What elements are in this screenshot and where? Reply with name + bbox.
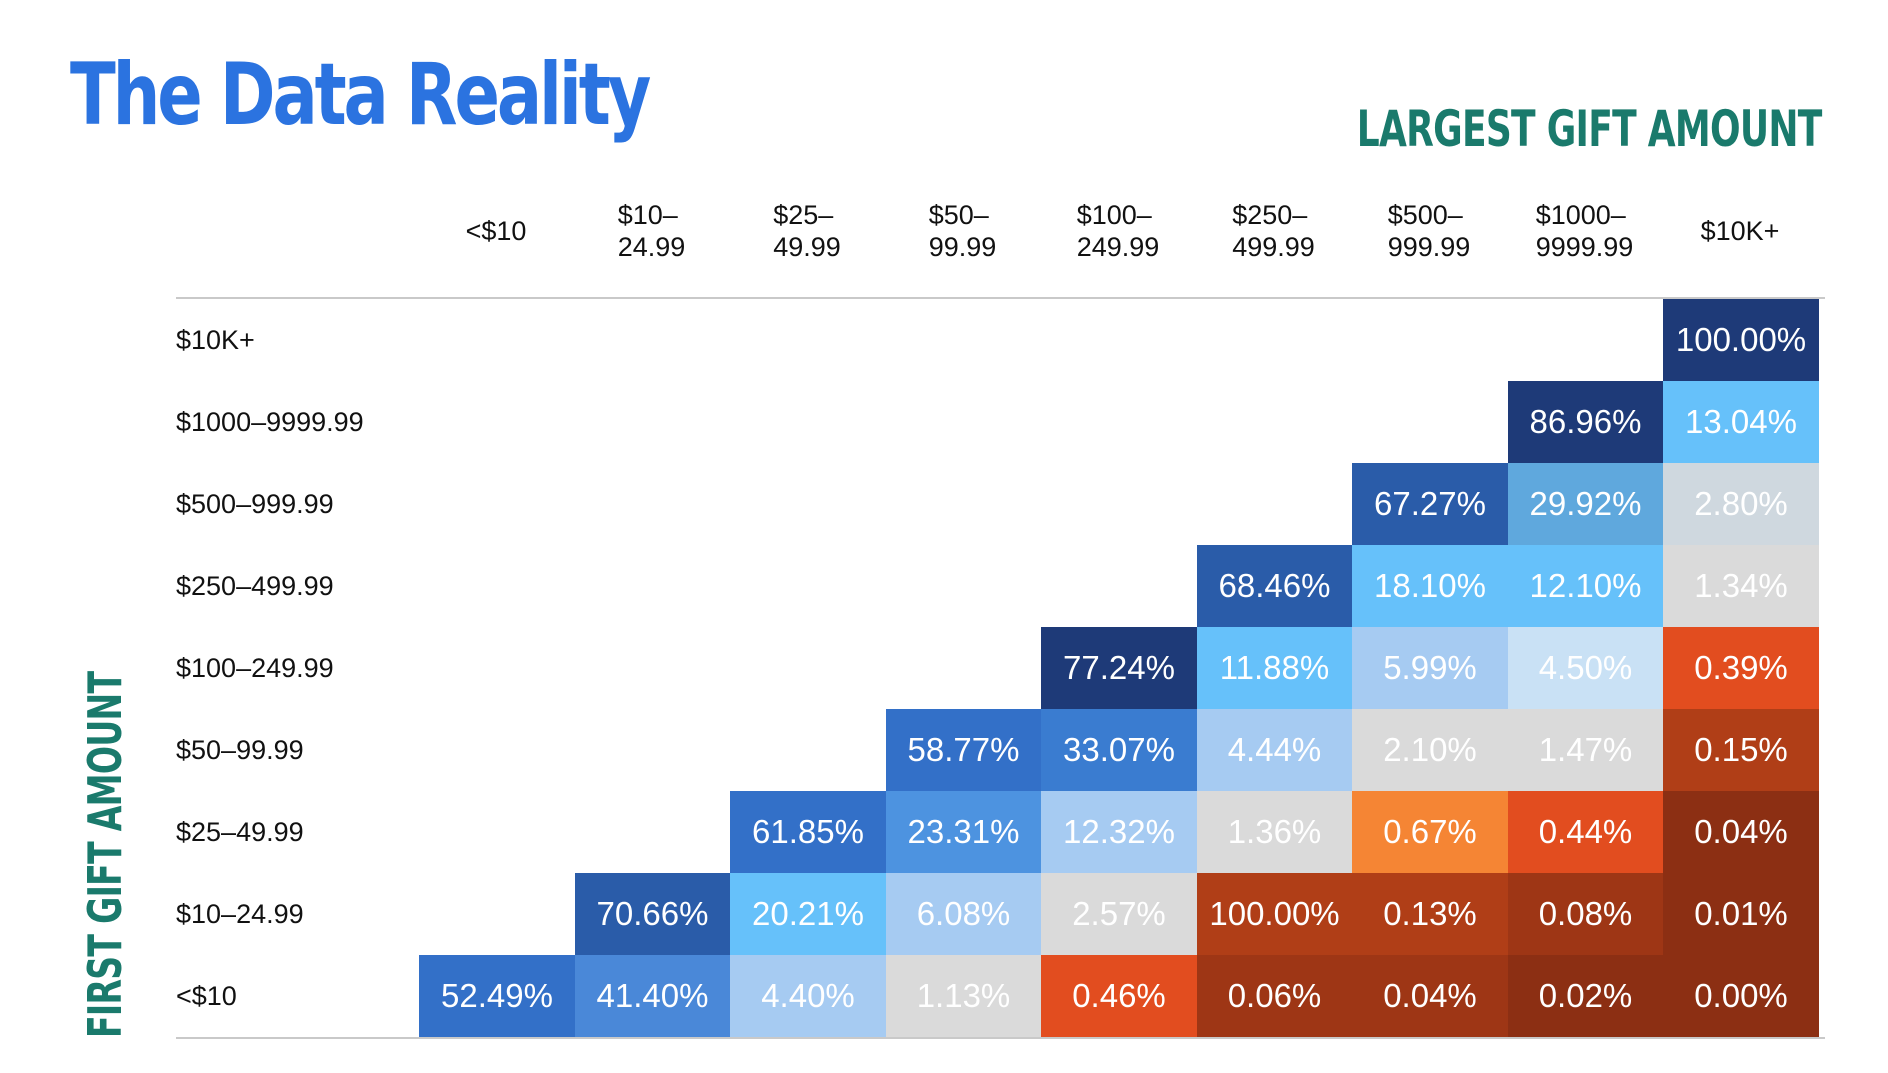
heatmap-cell: 13.04% <box>1663 381 1819 463</box>
heatmap-cell: 20.21% <box>730 873 886 955</box>
heatmap-cell: 77.24% <box>1041 627 1197 709</box>
column-label: $250– 499.99 <box>1232 199 1315 262</box>
y-axis-title: FIRST GIFT AMOUNT <box>78 671 132 1038</box>
column-label: $25– 49.99 <box>773 199 841 262</box>
heatmap-cell: 0.13% <box>1352 873 1508 955</box>
heatmap-cell: 2.10% <box>1352 709 1508 791</box>
chart-title: The Data Reality <box>70 45 651 145</box>
top-axis-line <box>176 297 1825 299</box>
heatmap-cell: 11.88% <box>1196 627 1353 709</box>
heatmap-cell: 1.47% <box>1507 709 1664 791</box>
column-label: $1000– 9999.99 <box>1535 199 1634 262</box>
heatmap-cell: 18.10% <box>1352 545 1508 627</box>
heatmap-cell: 1.13% <box>885 955 1042 1037</box>
heatmap-cell: 6.08% <box>885 873 1042 955</box>
column-label: <$10 <box>465 215 527 246</box>
heatmap-cell: 0.04% <box>1352 955 1508 1037</box>
heatmap-cell: 0.00% <box>1663 955 1819 1037</box>
heatmap-cell: 0.06% <box>1196 955 1353 1037</box>
row-label: $10–24.99 <box>176 898 304 929</box>
row-label: $500–999.99 <box>176 488 334 519</box>
heatmap-cell: 4.44% <box>1196 709 1353 791</box>
heatmap-cell: 0.67% <box>1352 791 1508 873</box>
heatmap-cell: 0.46% <box>1041 955 1197 1037</box>
heatmap-cell: 1.34% <box>1663 545 1819 627</box>
column-label: $10K+ <box>1700 215 1780 246</box>
heatmap-cell: 4.40% <box>730 955 886 1037</box>
heatmap-cell: 41.40% <box>574 955 731 1037</box>
row-label: $1000–9999.99 <box>176 406 364 437</box>
heatmap-cell: 2.80% <box>1663 463 1819 545</box>
heatmap-cell: 67.27% <box>1352 463 1508 545</box>
heatmap-cell: 61.85% <box>730 791 886 873</box>
column-label: $100– 249.99 <box>1076 199 1160 262</box>
heatmap-cell: 23.31% <box>885 791 1042 873</box>
heatmap-cell: 5.99% <box>1352 627 1508 709</box>
heatmap-cell: 0.04% <box>1663 791 1819 873</box>
x-axis-title: LARGEST GIFT AMOUNT <box>1357 100 1823 158</box>
row-label: $100–249.99 <box>176 652 334 683</box>
row-label: $50–99.99 <box>176 734 304 765</box>
heatmap-cell: 1.36% <box>1196 791 1353 873</box>
heatmap-cell: 0.44% <box>1507 791 1664 873</box>
heatmap-cell: 0.02% <box>1507 955 1664 1037</box>
heatmap-cell: 4.50% <box>1507 627 1664 709</box>
heatmap-cell: 86.96% <box>1507 381 1664 463</box>
row-label: $25–49.99 <box>176 816 304 847</box>
heatmap-cell: 33.07% <box>1041 709 1197 791</box>
heatmap-cell: 0.15% <box>1663 709 1819 791</box>
heatmap-cell: 100.00% <box>1196 873 1353 955</box>
row-label: <$10 <box>176 980 237 1011</box>
column-label: $10– 24.99 <box>617 199 686 262</box>
heatmap-cell: 68.46% <box>1196 545 1353 627</box>
row-label: $250–499.99 <box>176 570 334 601</box>
row-label: $10K+ <box>176 324 255 355</box>
heatmap-cell: 70.66% <box>574 873 731 955</box>
heatmap-cell: 0.08% <box>1507 873 1664 955</box>
heatmap-cell: 2.57% <box>1041 873 1197 955</box>
heatmap-cell: 58.77% <box>885 709 1042 791</box>
column-label: $500– 999.99 <box>1387 199 1471 262</box>
column-label: $50– 99.99 <box>928 199 997 262</box>
heatmap-cell: 0.01% <box>1663 873 1819 955</box>
heatmap-cell: 12.32% <box>1041 791 1197 873</box>
bottom-axis-line <box>176 1037 1825 1039</box>
heatmap-cell: 100.00% <box>1663 299 1819 381</box>
heatmap-cell: 52.49% <box>419 955 575 1037</box>
heatmap-cell: 0.39% <box>1663 627 1819 709</box>
heatmap-cell: 29.92% <box>1507 463 1664 545</box>
heatmap-cell: 12.10% <box>1507 545 1664 627</box>
